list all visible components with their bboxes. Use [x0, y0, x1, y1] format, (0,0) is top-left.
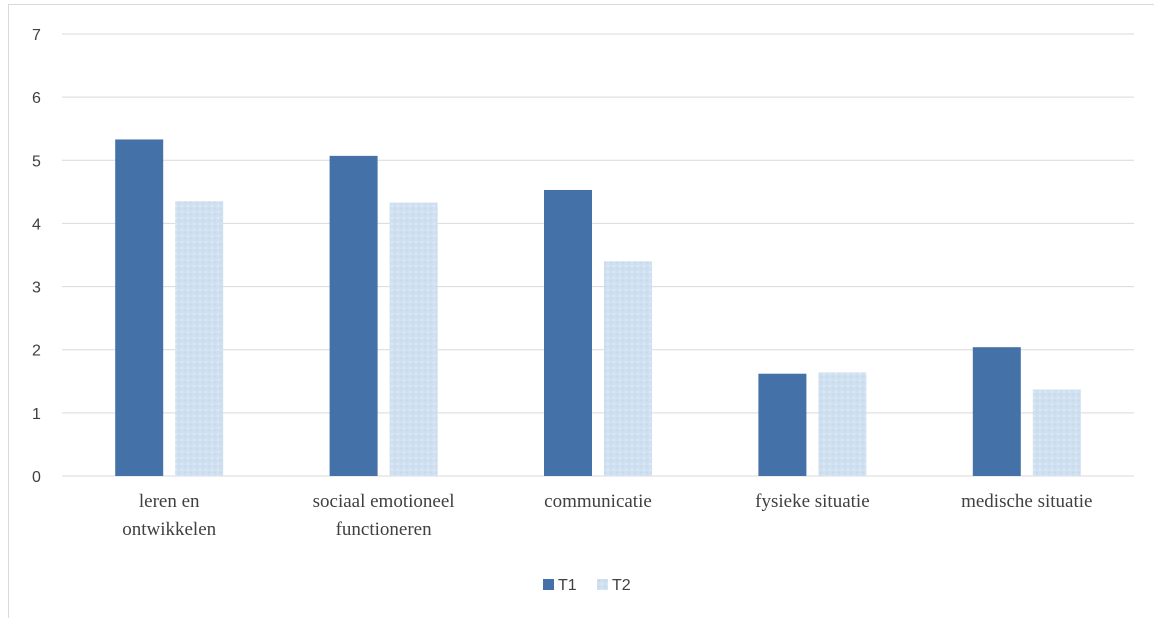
- y-tick-label: 7: [32, 27, 41, 44]
- y-tick-label: 0: [32, 469, 41, 486]
- bar-t1-1: [329, 155, 378, 476]
- bar-t1-2: [544, 189, 592, 476]
- x-category-label: sociaal emotioneel: [313, 491, 455, 512]
- legend-label-t2: T2: [612, 577, 631, 594]
- bar-t2-1: [389, 202, 438, 476]
- y-tick-label: 4: [32, 216, 41, 233]
- x-category-label: leren en: [139, 491, 200, 512]
- bar-t2-0: [175, 201, 224, 477]
- y-tick-label: 2: [32, 343, 41, 360]
- x-category-label: ontwikkelen: [122, 519, 216, 540]
- legend-swatch-t2: [597, 579, 608, 590]
- bar-t1-4: [972, 347, 1021, 476]
- gridlines: [62, 33, 1134, 477]
- chart-frame: [8, 4, 1154, 618]
- bar-t1-0: [115, 139, 164, 476]
- bar-t1-3: [758, 373, 807, 476]
- y-tick-label: 1: [32, 406, 41, 423]
- y-tick-label: 3: [32, 280, 41, 297]
- legend-swatch-t1: [543, 579, 554, 590]
- legend: T1 T2: [543, 577, 631, 594]
- x-category-label: functioneren: [336, 519, 433, 540]
- y-tick-label: 5: [32, 153, 41, 170]
- legend-label-t1: T1: [558, 577, 577, 594]
- x-category-label: medische situatie: [961, 491, 1092, 512]
- x-category-label: fysieke situatie: [755, 491, 870, 512]
- bar-t2-2: [604, 261, 652, 476]
- bars: [115, 139, 1081, 477]
- bar-t2-3: [818, 372, 867, 476]
- bar-t2-4: [1032, 389, 1081, 476]
- x-category-label: communicatie: [544, 491, 652, 512]
- x-axis-category-labels: leren en ontwikkelen sociaal emotioneel fun…: [122, 491, 1092, 540]
- y-axis-tick-labels: 0 1 2 3 4 5 6 7: [32, 27, 41, 486]
- y-tick-label: 6: [32, 90, 41, 107]
